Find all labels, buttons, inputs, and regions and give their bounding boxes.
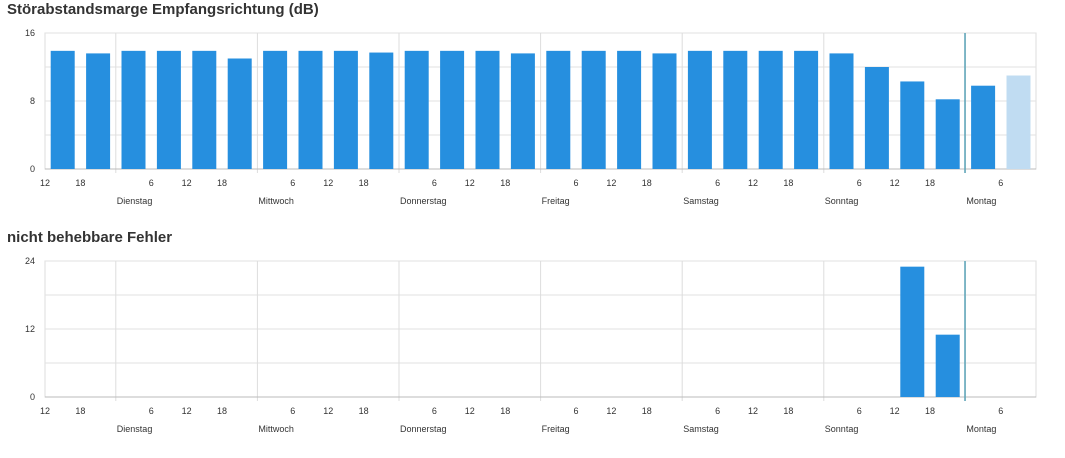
x-hour-label: 6	[432, 406, 437, 416]
x-hour-label: 18	[642, 406, 652, 416]
x-hour-label: 12	[748, 406, 758, 416]
x-hour-label: 18	[217, 178, 227, 188]
x-hour-label: 12	[890, 178, 900, 188]
bar	[50, 50, 75, 169]
x-day-label: Mittwoch	[258, 424, 294, 434]
x-hour-label: 6	[857, 406, 862, 416]
x-day-label: Freitag	[542, 424, 570, 434]
bar	[864, 67, 889, 169]
x-hour-label: 6	[998, 178, 1003, 188]
bar	[192, 50, 217, 169]
x-day-label: Samstag	[683, 424, 719, 434]
bar	[333, 50, 358, 169]
x-hour-label: 18	[783, 178, 793, 188]
x-hour-label: 12	[323, 178, 333, 188]
x-hour-label: 6	[149, 178, 154, 188]
x-hour-label: 12	[40, 178, 50, 188]
x-hour-label: 12	[465, 178, 475, 188]
x-hour-label: 18	[783, 406, 793, 416]
bar	[723, 50, 748, 169]
bar	[404, 50, 429, 169]
x-hour-label: 6	[290, 178, 295, 188]
x-day-label: Dienstag	[117, 424, 153, 434]
x-day-label: Montag	[966, 196, 996, 206]
x-hour-label: 18	[925, 178, 935, 188]
x-day-label: Donnerstag	[400, 196, 447, 206]
chart-title-errors: nicht behebbare Fehler	[7, 229, 173, 246]
x-hour-label: 6	[715, 406, 720, 416]
x-hour-label: 12	[182, 178, 192, 188]
x-hour-label: 18	[359, 178, 369, 188]
x-hour-label: 6	[290, 406, 295, 416]
bar	[475, 50, 500, 169]
x-day-label: Montag	[966, 424, 996, 434]
x-hour-label: 12	[890, 406, 900, 416]
x-hour-label: 18	[500, 178, 510, 188]
x-day-label: Samstag	[683, 196, 719, 206]
y-tick-label: 24	[25, 256, 35, 266]
bar	[546, 50, 571, 169]
x-hour-label: 6	[573, 178, 578, 188]
bar	[121, 50, 146, 169]
x-day-label: Sonntag	[825, 196, 859, 206]
bar	[227, 58, 252, 169]
x-day-label: Dienstag	[117, 196, 153, 206]
x-hour-label: 6	[715, 178, 720, 188]
x-day-label: Donnerstag	[400, 424, 447, 434]
x-hour-label: 12	[748, 178, 758, 188]
bar	[900, 266, 925, 397]
bar	[156, 50, 181, 169]
x-hour-label: 6	[998, 406, 1003, 416]
errors-chart: 0 12 24 12 18 6 12 18 6 12 18 6 12 18 6 12 18 6 12 18 6 12 18 6…	[25, 256, 1037, 434]
y-tick-label: 8	[30, 96, 35, 106]
bar	[935, 334, 960, 397]
x-hour-label: 6	[857, 178, 862, 188]
bar	[440, 50, 465, 169]
bar	[687, 50, 712, 169]
y-tick-label: 0	[30, 164, 35, 174]
x-hour-label: 6	[432, 178, 437, 188]
bar	[581, 50, 606, 169]
x-day-label: Freitag	[542, 196, 570, 206]
bar	[935, 99, 960, 169]
bar	[369, 52, 394, 169]
bar	[652, 53, 677, 169]
x-day-label: Sonntag	[825, 424, 859, 434]
bar	[758, 50, 783, 169]
x-hour-label: 12	[465, 406, 475, 416]
x-hour-label: 12	[606, 178, 616, 188]
x-hour-label: 18	[217, 406, 227, 416]
x-hour-label: 6	[149, 406, 154, 416]
x-hour-label: 18	[500, 406, 510, 416]
x-hour-label: 18	[75, 406, 85, 416]
bar	[510, 53, 535, 169]
x-hour-label: 12	[323, 406, 333, 416]
x-hour-label: 6	[573, 406, 578, 416]
bar	[829, 53, 854, 169]
bar	[86, 53, 111, 169]
bar	[1006, 75, 1031, 169]
snr-chart: 0 8 16 12 18 6 12 18 6 12 18 6 12 18 6 12 18 6 12 18 6 12 18 6 D…	[25, 28, 1037, 206]
bar	[971, 85, 996, 169]
bar	[900, 81, 925, 169]
x-hour-label: 18	[75, 178, 85, 188]
x-hour-label: 18	[359, 406, 369, 416]
x-hour-label: 12	[182, 406, 192, 416]
y-tick-label: 16	[25, 28, 35, 38]
bar	[298, 50, 323, 169]
y-tick-label: 0	[30, 392, 35, 402]
bar	[794, 50, 819, 169]
x-day-label: Mittwoch	[258, 196, 294, 206]
x-hour-label: 18	[642, 178, 652, 188]
y-tick-label: 12	[25, 324, 35, 334]
x-hour-label: 18	[925, 406, 935, 416]
bar	[617, 50, 642, 169]
x-hour-label: 12	[40, 406, 50, 416]
x-hour-label: 12	[606, 406, 616, 416]
chart-title-snr: Störabstandsmarge Empfangsrichtung (dB)	[7, 1, 319, 18]
bar	[263, 50, 288, 169]
